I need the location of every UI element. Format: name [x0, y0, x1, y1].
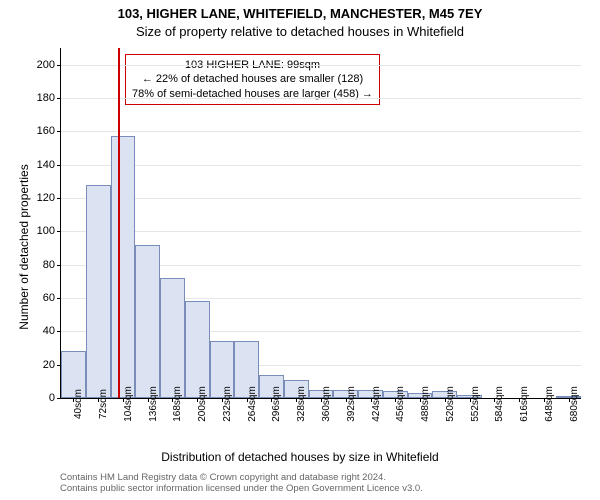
title-address: 103, HIGHER LANE, WHITEFIELD, MANCHESTER… — [0, 6, 600, 21]
ytick-label: 200 — [37, 59, 55, 71]
ytick-label: 120 — [37, 192, 55, 204]
annotation-line2: ← 22% of detached houses are smaller (12… — [132, 72, 373, 86]
xtick-label: 392sqm — [346, 386, 357, 422]
gridline — [61, 165, 581, 166]
ytick-mark — [57, 98, 61, 99]
xtick-label: 520sqm — [445, 386, 456, 422]
ytick-label: 60 — [43, 292, 55, 304]
xtick-label: 328sqm — [296, 386, 307, 422]
ytick-mark — [57, 331, 61, 332]
xtick-label: 456sqm — [395, 386, 406, 422]
marker-line — [118, 48, 120, 398]
title-subtitle: Size of property relative to detached ho… — [0, 24, 600, 39]
histogram-bar — [86, 185, 111, 398]
chart-container: 103, HIGHER LANE, WHITEFIELD, MANCHESTER… — [0, 0, 600, 500]
footer-line1: Contains HM Land Registry data © Crown c… — [60, 472, 423, 483]
ytick-label: 180 — [37, 92, 55, 104]
xtick-label: 264sqm — [247, 386, 258, 422]
xtick-label: 584sqm — [494, 386, 505, 422]
ytick-mark — [57, 165, 61, 166]
gridline — [61, 131, 581, 132]
ytick-label: 100 — [37, 225, 55, 237]
ytick-mark — [57, 65, 61, 66]
plot-area: 103 HIGHER LANE: 99sqm ← 22% of detached… — [60, 48, 581, 399]
ytick-label: 40 — [43, 325, 55, 337]
xtick-label: 680sqm — [569, 386, 580, 422]
xtick-label: 136sqm — [148, 386, 159, 422]
xtick-label: 616sqm — [519, 386, 530, 422]
xtick-label: 104sqm — [123, 386, 134, 422]
xtick-label: 424sqm — [371, 386, 382, 422]
ytick-label: 80 — [43, 259, 55, 271]
ytick-label: 0 — [49, 392, 55, 404]
xtick-label: 552sqm — [470, 386, 481, 422]
x-axis-label: Distribution of detached houses by size … — [0, 450, 600, 464]
gridline — [61, 65, 581, 66]
xtick-label: 168sqm — [172, 386, 183, 422]
footer-line2: Contains public sector information licen… — [60, 483, 423, 494]
xtick-label: 488sqm — [420, 386, 431, 422]
histogram-bar — [111, 136, 136, 398]
ytick-mark — [57, 198, 61, 199]
gridline — [61, 231, 581, 232]
ytick-mark — [57, 131, 61, 132]
gridline — [61, 198, 581, 199]
ytick-mark — [57, 265, 61, 266]
histogram-bar — [185, 301, 210, 398]
xtick-label: 40sqm — [73, 389, 84, 419]
xtick-label: 200sqm — [197, 386, 208, 422]
xtick-label: 232sqm — [222, 386, 233, 422]
xtick-label: 360sqm — [321, 386, 332, 422]
xtick-label: 296sqm — [271, 386, 282, 422]
ytick-label: 20 — [43, 359, 55, 371]
footer-attribution: Contains HM Land Registry data © Crown c… — [60, 472, 423, 495]
xtick-label: 648sqm — [544, 386, 555, 422]
ytick-mark — [57, 231, 61, 232]
xtick-label: 72sqm — [98, 389, 109, 419]
histogram-bar — [160, 278, 185, 398]
ytick-label: 160 — [37, 125, 55, 137]
ytick-mark — [57, 298, 61, 299]
histogram-bar — [135, 245, 160, 398]
gridline — [61, 98, 581, 99]
ytick-mark — [57, 398, 61, 399]
y-axis-label: Number of detached properties — [17, 147, 31, 347]
ytick-label: 140 — [37, 159, 55, 171]
